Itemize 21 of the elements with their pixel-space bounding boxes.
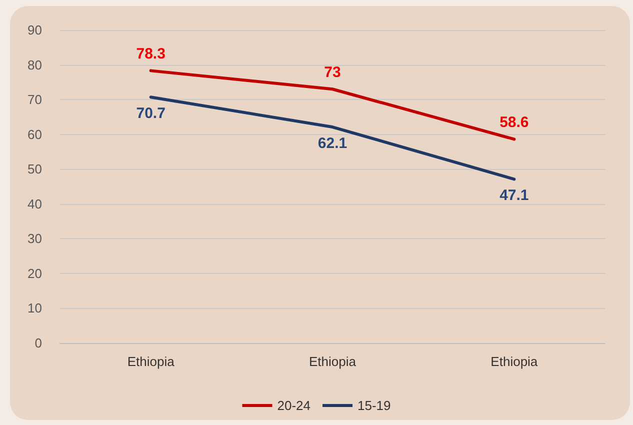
y-tick-label: 20 xyxy=(28,266,42,281)
x-tick-label: Ethiopia xyxy=(127,354,176,369)
y-tick-label: 70 xyxy=(28,92,42,108)
y-tick-label: 0 xyxy=(34,336,42,350)
data-label: 47.1 xyxy=(500,187,529,204)
data-label: 62.1 xyxy=(318,135,348,152)
x-tick-label: Ethiopia xyxy=(309,354,357,369)
data-label: 78.3 xyxy=(136,46,166,63)
legend-label: 20-24 xyxy=(277,398,310,413)
data-label: 73 xyxy=(324,64,341,82)
y-tick-label: 50 xyxy=(28,162,42,177)
y-tick-label: 60 xyxy=(28,126,42,142)
y-tick-label: 30 xyxy=(28,231,42,246)
legend-label: 15-19 xyxy=(358,398,391,413)
y-tick-label: 10 xyxy=(28,300,42,316)
y-tick-label: 40 xyxy=(28,196,42,212)
y-tick-label: 90 xyxy=(28,22,42,38)
y-tick-label: 80 xyxy=(28,57,42,72)
data-label: 58.6 xyxy=(500,114,529,132)
x-tick-label: Ethiopia xyxy=(490,354,538,369)
data-label: 70.7 xyxy=(136,105,166,122)
